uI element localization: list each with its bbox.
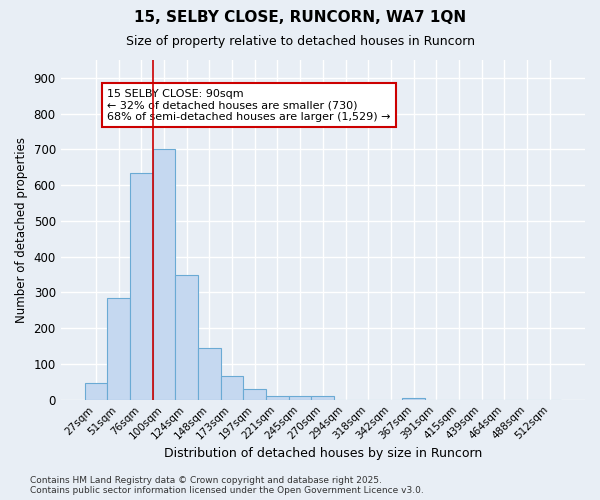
Bar [107,298,130,400]
Bar [221,376,244,400]
Bar [152,150,175,400]
Y-axis label: Number of detached properties: Number of detached properties [15,137,28,323]
Bar [266,396,289,400]
Bar [289,396,311,400]
Text: 15 SELBY CLOSE: 90sqm
← 32% of detached houses are smaller (730)
68% of semi-det: 15 SELBY CLOSE: 90sqm ← 32% of detached … [107,88,391,122]
Text: Contains HM Land Registry data © Crown copyright and database right 2025.
Contai: Contains HM Land Registry data © Crown c… [30,476,424,495]
Bar [402,398,425,400]
Bar [130,174,152,400]
Text: 15, SELBY CLOSE, RUNCORN, WA7 1QN: 15, SELBY CLOSE, RUNCORN, WA7 1QN [134,10,466,25]
Text: Size of property relative to detached houses in Runcorn: Size of property relative to detached ho… [125,35,475,48]
Bar [85,383,107,400]
Bar [198,348,221,400]
X-axis label: Distribution of detached houses by size in Runcorn: Distribution of detached houses by size … [164,447,482,460]
Bar [244,389,266,400]
Bar [311,396,334,400]
Bar [175,274,198,400]
